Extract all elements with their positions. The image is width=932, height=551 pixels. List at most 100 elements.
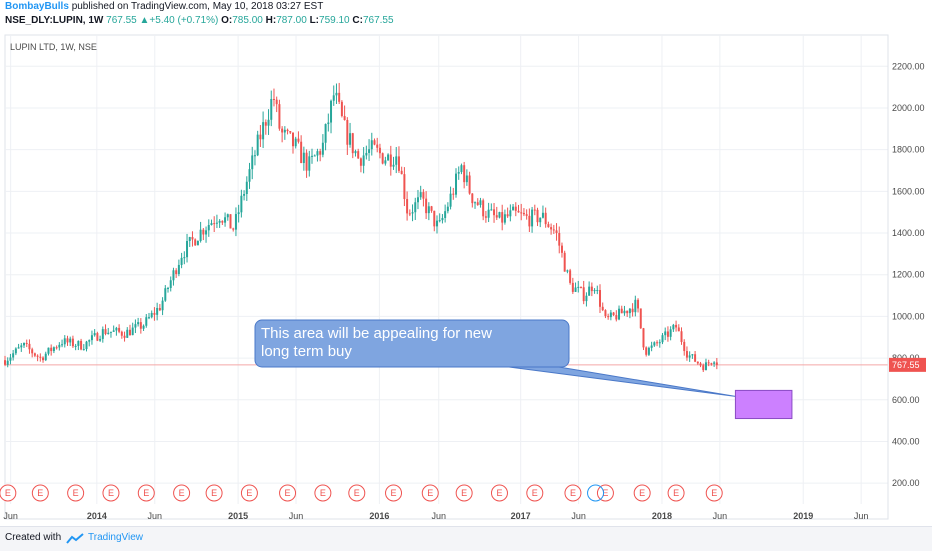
target-buy-zone[interactable] [734, 389, 793, 420]
earnings-marker[interactable]: E [385, 484, 403, 502]
callout-box[interactable] [254, 319, 570, 368]
earnings-marker[interactable]: E [421, 484, 439, 502]
earnings-circle [205, 484, 223, 502]
annotation-callout[interactable]: This area will be appealing for newlong … [254, 319, 793, 420]
earnings-marker[interactable]: E [596, 484, 614, 502]
x-tick-label: Jun [431, 511, 446, 521]
candle-down [715, 362, 718, 366]
earnings-circle [564, 484, 582, 502]
candle-down [378, 147, 381, 154]
candle-down [452, 193, 455, 195]
candle-up [313, 155, 316, 157]
candle-up [335, 92, 338, 96]
price-chart[interactable]: This area will be appealing for newlong … [0, 30, 932, 526]
candle-up [12, 353, 15, 358]
candle-down [289, 131, 292, 133]
candle-up [172, 270, 175, 281]
earnings-circle [490, 484, 508, 502]
candle-up [207, 225, 210, 231]
candle-up [541, 212, 544, 218]
earnings-marker[interactable]: E [240, 484, 258, 502]
earnings-marker[interactable]: E [0, 484, 17, 502]
earnings-letter: E [108, 488, 114, 498]
candle-up [253, 155, 256, 157]
candle-down [338, 92, 341, 102]
candle-up [618, 308, 621, 320]
candle-down [175, 270, 178, 275]
candle-up [384, 160, 387, 164]
candle-down [536, 209, 539, 223]
candle-up [316, 151, 319, 156]
candle-down [601, 306, 604, 311]
earnings-marker[interactable]: E [173, 484, 191, 502]
candle-down [569, 270, 572, 283]
candle-down [351, 133, 354, 154]
earnings-marker[interactable]: E [137, 484, 155, 502]
candle-up [251, 155, 254, 170]
candle-down [528, 215, 531, 227]
earnings-marker[interactable]: E [102, 484, 120, 502]
candle-down [286, 129, 289, 132]
earnings-marker[interactable]: E [205, 484, 223, 502]
earnings-letter: E [532, 488, 538, 498]
author-link[interactable]: BombayBulls [5, 1, 69, 12]
footer-bar: Created with TradingView [0, 526, 932, 551]
earnings-marker[interactable]: E [314, 484, 332, 502]
earnings-circle [102, 484, 120, 502]
earnings-marker[interactable]: E [455, 484, 473, 502]
candle-down [28, 343, 31, 350]
candle-up [270, 98, 273, 120]
candle-up [609, 312, 612, 318]
x-tick-label: Jun [289, 511, 304, 521]
candle-down [300, 141, 303, 164]
callout-text-line1: This area will be appealing for new [261, 325, 492, 342]
high-value: 787.00 [276, 15, 307, 26]
candle-up [23, 342, 26, 346]
open-label: O: [221, 15, 233, 26]
close-value: 767.55 [362, 15, 394, 26]
candle-down [552, 229, 555, 231]
candle-down [50, 347, 53, 352]
earnings-marker[interactable]: E [633, 484, 651, 502]
earnings-marker[interactable]: E [279, 484, 297, 502]
candle-up [147, 317, 150, 319]
earnings-marker[interactable]: E [564, 484, 582, 502]
dividend-marker[interactable] [587, 484, 605, 502]
candle-up [324, 124, 327, 143]
candle-up [85, 341, 88, 350]
candle-down [550, 227, 553, 230]
candle-down [514, 206, 517, 211]
candle-down [406, 199, 409, 214]
candle-down [506, 214, 509, 217]
candle-up [490, 209, 493, 211]
earnings-marker[interactable]: E [31, 484, 49, 502]
candle-up [634, 299, 637, 313]
earnings-circle [67, 484, 85, 502]
candle-up [392, 164, 395, 167]
y-tick-label: 2200.00 [892, 61, 925, 71]
candle-down [620, 308, 623, 314]
candle-up [44, 353, 47, 361]
earnings-marker[interactable]: E [526, 484, 544, 502]
candle-up [61, 344, 64, 346]
candle-down [305, 152, 308, 171]
earnings-marker[interactable]: E [490, 484, 508, 502]
earnings-marker[interactable]: E [705, 484, 723, 502]
earnings-marker[interactable]: E [348, 484, 366, 502]
earnings-circle [314, 484, 332, 502]
earnings-marker[interactable]: E [667, 484, 685, 502]
candle-up [52, 347, 55, 352]
tradingview-link[interactable]: TradingView [88, 532, 144, 543]
candle-down [471, 193, 474, 204]
earnings-circle [279, 484, 297, 502]
candle-up [101, 329, 104, 339]
candle-up [47, 347, 50, 354]
earnings-circle [31, 484, 49, 502]
candle-up [672, 324, 675, 330]
earnings-marker[interactable]: E [67, 484, 85, 502]
candle-down [631, 308, 634, 313]
candle-down [493, 209, 496, 216]
earnings-circle [0, 484, 17, 502]
earnings-letter: E [427, 488, 433, 498]
